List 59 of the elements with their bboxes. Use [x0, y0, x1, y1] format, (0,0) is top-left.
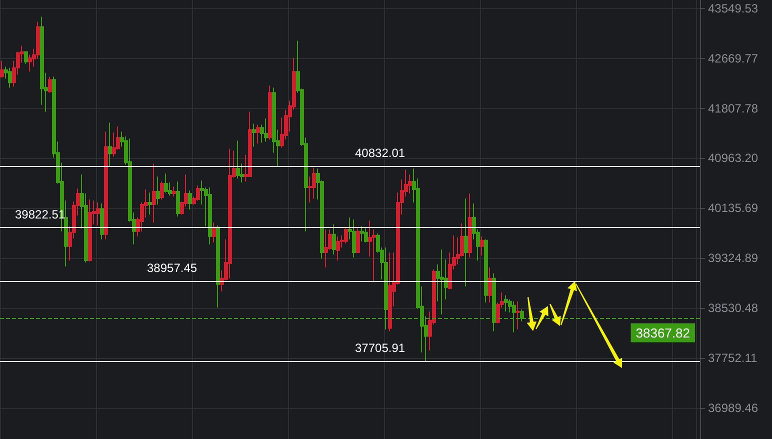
y-tick-label: 42669.77: [708, 51, 758, 66]
candlestick: [484, 238, 488, 303]
candlestick: [504, 294, 508, 312]
y-tick-label: 43549.53: [708, 1, 758, 16]
candlestick: [100, 203, 104, 240]
candlestick: [264, 118, 268, 142]
y-tick-label: 39324.89: [708, 251, 758, 266]
candlestick: [148, 192, 152, 215]
candlestick: [216, 224, 220, 308]
y-tick-label: 37752.11: [708, 350, 758, 365]
candlestick: [208, 187, 212, 245]
y-tick-label: 41807.78: [708, 101, 758, 116]
candlestick: [360, 226, 364, 242]
candlestick: [388, 252, 392, 332]
candlestick: [480, 236, 484, 256]
candlestick: [104, 131, 108, 240]
candlestick: [256, 124, 260, 144]
candlestick: [176, 180, 180, 218]
candlestick: [0, 60, 4, 78]
candlestick: [312, 167, 316, 199]
candlestick: [164, 173, 168, 193]
candlestick: [188, 190, 192, 210]
candlestick: [332, 224, 336, 255]
candlestick: [228, 148, 232, 279]
candlestick: [8, 67, 12, 88]
candlestick: [248, 111, 252, 178]
candlestick: [356, 228, 360, 253]
candlestick: [108, 122, 112, 168]
candlestick: [156, 176, 160, 206]
y-tick-label: 38530.48: [708, 300, 758, 315]
candlestick: [96, 202, 100, 226]
candlestick: [172, 186, 176, 197]
y-tick-label: 40963.20: [708, 151, 758, 166]
candlestick: [252, 123, 256, 148]
candlestick: [344, 228, 348, 244]
ref-line-label: 38367.82: [636, 325, 690, 340]
candlestick: [440, 248, 444, 315]
candlestick: [352, 218, 356, 258]
candlestick: [48, 76, 52, 94]
ref-line-label: 40832.01: [355, 146, 406, 160]
candlestick: [196, 184, 200, 201]
ref-line-label: 37705.91: [355, 340, 406, 355]
candlestick: [268, 85, 272, 140]
y-tick-label: 36989.46: [708, 400, 758, 415]
candlestick: [24, 51, 28, 64]
candlestick: [336, 236, 340, 261]
ref-line-label: 38957.45: [147, 260, 198, 275]
candlestick: [88, 199, 92, 262]
candlestick: [468, 192, 472, 258]
candlestick: [364, 228, 368, 243]
candlestick: [488, 266, 492, 303]
candlestick: [160, 180, 164, 200]
y-tick-label: 40135.69: [708, 201, 758, 216]
candlestick: [324, 228, 328, 268]
candlestick: [516, 300, 520, 330]
candlestick: [152, 163, 156, 223]
candlestick: [212, 222, 216, 243]
candlestick: [464, 198, 468, 287]
candlestick: [236, 140, 240, 180]
